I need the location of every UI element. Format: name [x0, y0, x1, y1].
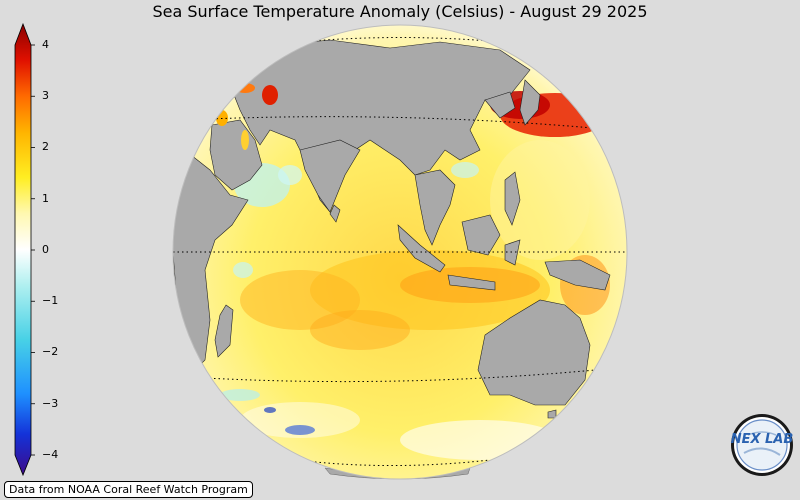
logo-wordmark: NEX LAB	[730, 432, 794, 447]
colorbar-tick-label: −1	[42, 294, 59, 307]
colorbar-tick-label: −2	[42, 345, 59, 358]
colorbar-tick-label: 3	[42, 89, 49, 102]
colorbar-tick-label: 0	[42, 243, 49, 256]
colorbar-tick-label: 4	[42, 38, 49, 51]
graticule	[173, 37, 627, 467]
colorbar-tick-label: 1	[42, 192, 49, 205]
colorbar-tick-label: −3	[42, 397, 59, 410]
nexlab-globe-logo-icon	[731, 414, 793, 476]
map-title: Sea Surface Temperature Anomaly (Celsius…	[152, 2, 648, 21]
land-masses	[173, 39, 611, 419]
colorbar-tick-label: −4	[42, 448, 59, 461]
data-source-credit: Data from NOAA Coral Reef Watch Program	[4, 481, 253, 498]
colorbar-tick-label: 2	[42, 140, 49, 153]
colorbar	[14, 22, 35, 477]
colorbar-ticks	[31, 44, 35, 456]
globe-outline	[172, 24, 628, 480]
